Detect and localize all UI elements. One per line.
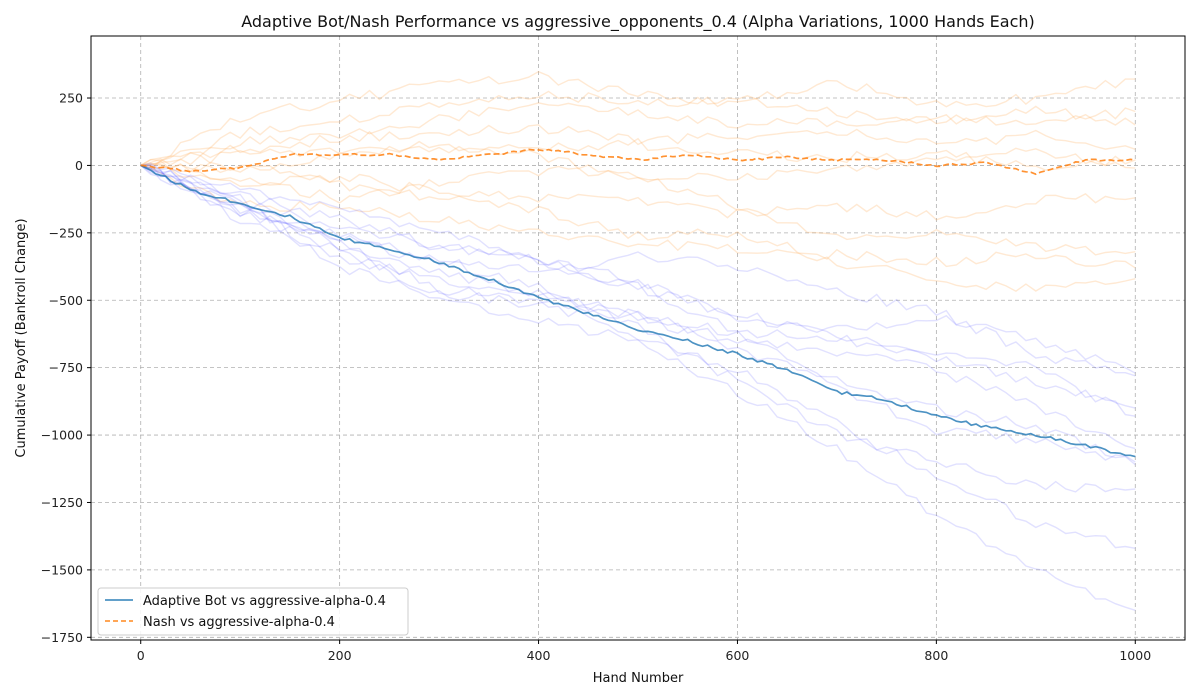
y-tick-label: −1500 <box>41 562 83 577</box>
y-tick-label: 0 <box>75 158 83 173</box>
nash-alpha-run-line <box>140 164 1136 269</box>
y-tick-label: −250 <box>49 225 83 240</box>
y-tick-label: −750 <box>49 360 83 375</box>
x-tick-label: 0 <box>137 648 145 663</box>
grid <box>91 36 1185 640</box>
nash-alpha-run-line <box>140 140 1136 181</box>
adaptive-alpha-run-line <box>140 164 1136 493</box>
adaptive-alpha-run-line <box>140 164 1136 549</box>
adaptive-alpha-run-line <box>140 164 1136 374</box>
adaptive-alpha-run-line <box>140 164 1136 611</box>
y-axis-label: Cumulative Payoff (Bankroll Change) <box>14 218 29 457</box>
main-series-group <box>140 148 1136 458</box>
adaptive-alpha-run-line <box>140 164 1136 466</box>
y-tick-label: −500 <box>49 293 83 308</box>
x-axis-label: Hand Number <box>593 671 684 686</box>
x-tick-label: 600 <box>726 648 750 663</box>
nash-alpha-run-line <box>140 162 1136 221</box>
nash-alpha-run-line <box>140 137 1136 171</box>
adaptive-alpha-run-line <box>140 164 1136 450</box>
legend-label-adaptive: Adaptive Bot vs aggressive-alpha-0.4 <box>143 594 386 609</box>
adaptive-alpha-run-line <box>140 164 1136 409</box>
legend-label-nash: Nash vs aggressive-alpha-0.4 <box>143 615 335 630</box>
adaptive-bot-line <box>140 164 1136 458</box>
nash-alpha-run-line <box>140 163 1136 256</box>
x-axis: 0 200 400 600 800 1000 <box>137 640 1151 663</box>
nash-alpha-run-line <box>140 90 1136 168</box>
faint-series-group <box>140 70 1136 611</box>
plot-frame <box>90 35 1186 641</box>
y-tick-label: −1000 <box>41 428 83 443</box>
adaptive-alpha-run-line <box>140 164 1136 377</box>
x-tick-label: 800 <box>924 648 948 663</box>
adaptive-alpha-run-line <box>140 164 1136 417</box>
nash-line <box>140 148 1136 176</box>
adaptive-alpha-run-line <box>140 162 1136 463</box>
legend: Adaptive Bot vs aggressive-alpha-0.4 Nas… <box>97 587 409 636</box>
legend-box <box>97 587 409 636</box>
y-tick-label: −1250 <box>41 495 83 510</box>
y-tick-label: 250 <box>59 91 83 106</box>
y-axis: 250 0 −250 −500 −750 −1000 −1250 −1500 −1750 <box>41 91 91 645</box>
x-tick-label: 400 <box>527 648 551 663</box>
nash-alpha-run-line <box>140 70 1136 167</box>
chart-title: Adaptive Bot/Nash Performance vs aggress… <box>241 12 1035 32</box>
nash-alpha-run-line <box>140 102 1136 167</box>
x-tick-label: 200 <box>328 648 352 663</box>
nash-alpha-run-line <box>140 124 1136 167</box>
y-tick-label: −1750 <box>41 630 83 645</box>
x-tick-label: 1000 <box>1119 648 1151 663</box>
nash-alpha-run-line <box>140 161 1136 293</box>
